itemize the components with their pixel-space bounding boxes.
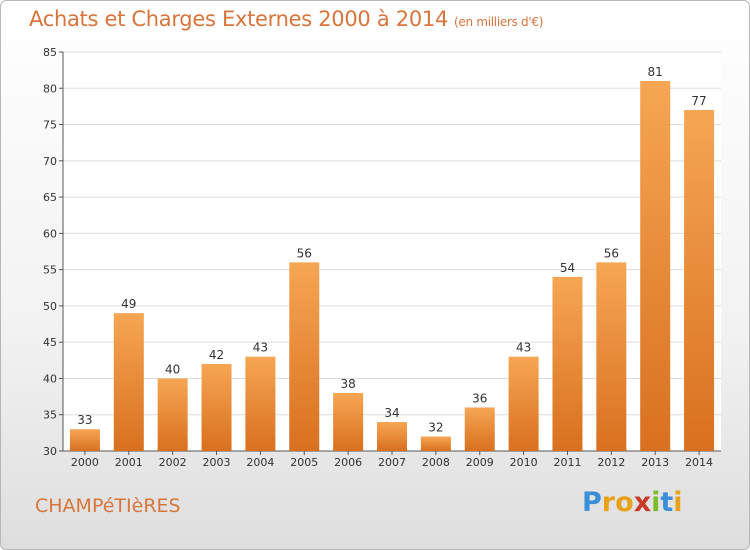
x-tick-label: 2012 [597, 456, 625, 469]
bar [201, 363, 232, 451]
bar [377, 421, 407, 451]
logo-letter: r [601, 487, 616, 518]
bar [596, 262, 627, 451]
x-tick-label: 2007 [378, 456, 406, 469]
bar [157, 378, 188, 451]
chart-title-text: Achats et Charges Externes 2000 à 2014 [29, 7, 449, 31]
bar [508, 356, 539, 451]
logo-letter: o [615, 487, 634, 518]
bar-value-label: 43 [253, 341, 268, 355]
bar-value-label: 49 [121, 297, 136, 311]
y-tick-label: 60 [43, 227, 57, 240]
x-tick-label: 2009 [466, 456, 494, 469]
bar-value-label: 81 [648, 65, 663, 79]
x-tick-label: 2011 [553, 456, 581, 469]
x-tick-label: 2002 [159, 456, 187, 469]
bar-value-label: 33 [77, 413, 92, 427]
bar-value-label: 54 [560, 261, 575, 275]
y-tick-label: 70 [43, 155, 57, 168]
bar-value-label: 77 [691, 94, 706, 108]
logo-letter: x [633, 487, 652, 518]
bar [113, 313, 144, 451]
y-tick-label: 65 [43, 191, 57, 204]
commune-name: CHAMPéTIèRES [35, 495, 181, 517]
y-tick-label: 80 [43, 82, 57, 95]
bar [464, 407, 495, 451]
proxiti-logo: Proxiti [582, 487, 683, 518]
bar-value-label: 32 [428, 420, 443, 434]
bar-value-label: 38 [340, 377, 355, 391]
bar-value-label: 34 [384, 406, 399, 420]
x-tick-label: 2014 [685, 456, 713, 469]
bar [333, 392, 364, 451]
bar [289, 262, 320, 451]
y-tick-label: 40 [43, 372, 57, 385]
bar [552, 276, 583, 451]
logo-letter: i [651, 487, 661, 518]
y-tick-label: 85 [43, 46, 57, 59]
logo-letter: i [673, 487, 683, 518]
bar [684, 110, 715, 451]
bar-value-label: 56 [297, 246, 312, 260]
x-tick-label: 2004 [246, 456, 274, 469]
x-tick-label: 2005 [290, 456, 318, 469]
y-tick-label: 75 [43, 119, 57, 132]
bar-value-label: 43 [516, 341, 531, 355]
bar-value-label: 36 [472, 391, 487, 405]
logo-letter: t [660, 487, 674, 518]
x-tick-label: 2010 [510, 456, 538, 469]
bar [420, 436, 451, 451]
chart-subtitle: (en milliers d'€) [454, 15, 544, 29]
logo-letter: P [582, 487, 602, 518]
bar [245, 356, 276, 451]
y-tick-label: 30 [43, 445, 57, 458]
y-tick-label: 35 [43, 409, 57, 422]
x-tick-label: 2013 [641, 456, 669, 469]
y-tick-label: 45 [43, 336, 57, 349]
bar [69, 429, 100, 451]
x-tick-label: 2008 [422, 456, 450, 469]
x-tick-label: 2000 [71, 456, 99, 469]
bar-value-label: 42 [209, 348, 224, 362]
bar-value-label: 40 [165, 362, 180, 376]
x-tick-label: 2003 [203, 456, 231, 469]
x-tick-label: 2001 [115, 456, 143, 469]
bar-value-label: 56 [604, 246, 619, 260]
y-tick-label: 50 [43, 300, 57, 313]
bar [640, 81, 671, 451]
x-tick-label: 2006 [334, 456, 362, 469]
chart-title: Achats et Charges Externes 2000 à 2014 (e… [29, 7, 543, 31]
y-tick-label: 55 [43, 264, 57, 277]
